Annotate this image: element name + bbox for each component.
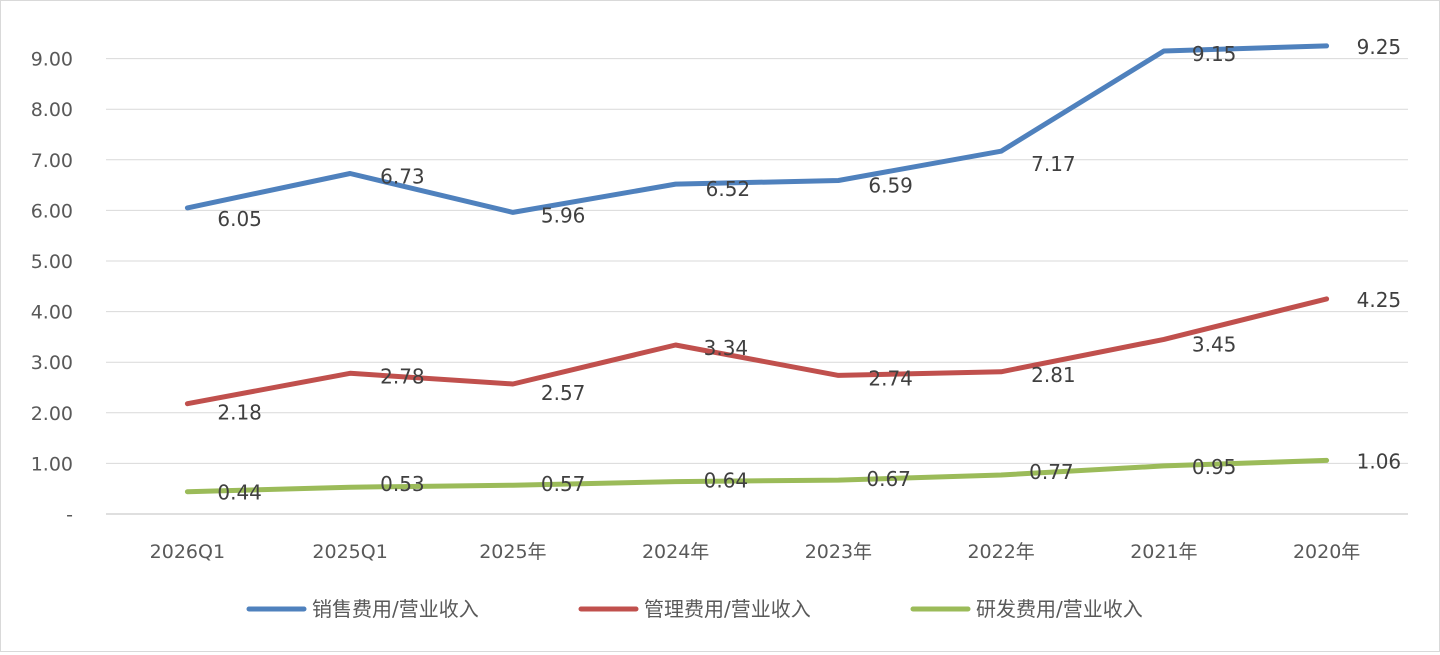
y-tick-label: 9.00 bbox=[31, 49, 73, 71]
data-label: 0.44 bbox=[217, 481, 262, 505]
data-label: 0.57 bbox=[541, 472, 586, 496]
y-axis-ticks: - 1.00 2.00 3.00 4.00 5.00 6.00 7.00 8.00 9.00 bbox=[31, 49, 73, 526]
x-tick-label: 2020年 bbox=[1293, 541, 1360, 563]
y-tick-label: 8.00 bbox=[31, 99, 73, 121]
data-label: 2.18 bbox=[217, 401, 262, 425]
data-label: 6.52 bbox=[706, 177, 751, 201]
series-line-2 bbox=[184, 296, 1330, 407]
legend-label: 研发费用/营业收入 bbox=[976, 597, 1143, 621]
data-label: 7.17 bbox=[1031, 152, 1076, 176]
data-label: 0.95 bbox=[1192, 455, 1237, 479]
y-tick-label: 2.00 bbox=[31, 403, 73, 425]
data-label: 1.06 bbox=[1357, 449, 1402, 473]
y-tick-label: - bbox=[66, 504, 73, 526]
data-label: 2.74 bbox=[868, 366, 913, 390]
data-label: 0.64 bbox=[704, 469, 749, 493]
legend: 销售费用/营业收入 管理费用/营业收入 研发费用/营业收入 bbox=[246, 597, 1143, 621]
x-tick-label: 2026Q1 bbox=[150, 541, 225, 563]
y-tick-label: 1.00 bbox=[31, 453, 73, 475]
data-label: 2.57 bbox=[541, 381, 586, 405]
data-label: 2.81 bbox=[1031, 363, 1076, 387]
data-label: 6.05 bbox=[217, 207, 262, 231]
data-label: 0.77 bbox=[1029, 460, 1074, 484]
y-tick-label: 5.00 bbox=[31, 251, 73, 273]
data-label: 6.59 bbox=[868, 174, 913, 198]
y-tick-label: 7.00 bbox=[31, 150, 73, 172]
x-tick-label: 2025Q1 bbox=[312, 541, 387, 563]
x-tick-label: 2021年 bbox=[1130, 541, 1197, 563]
y-tick-label: 6.00 bbox=[31, 200, 73, 222]
y-tick-label: 3.00 bbox=[31, 352, 73, 374]
data-label: 9.25 bbox=[1357, 35, 1402, 59]
gridlines bbox=[106, 58, 1408, 515]
data-label: 2.78 bbox=[380, 364, 425, 388]
x-tick-label: 2023年 bbox=[805, 541, 872, 563]
series-line-1 bbox=[184, 43, 1330, 215]
x-tick-label: 2025年 bbox=[479, 541, 546, 563]
data-label: 0.67 bbox=[866, 467, 911, 491]
y-tick-label: 4.00 bbox=[31, 302, 73, 324]
data-label: 5.96 bbox=[541, 203, 586, 227]
data-label: 3.34 bbox=[704, 336, 749, 360]
data-label: 4.25 bbox=[1357, 288, 1402, 312]
series-line-3 bbox=[184, 457, 1330, 495]
data-label: 3.45 bbox=[1192, 332, 1237, 356]
series-lines bbox=[184, 43, 1330, 495]
data-label: 9.15 bbox=[1192, 42, 1237, 66]
legend-label: 管理费用/营业收入 bbox=[644, 597, 811, 621]
x-tick-label: 2022年 bbox=[967, 541, 1034, 563]
data-labels: 6.05 6.73 5.96 6.52 6.59 7.17 9.15 9.25 2.18 2.78… bbox=[217, 35, 1401, 505]
data-label: 6.73 bbox=[380, 164, 425, 188]
data-label: 0.53 bbox=[380, 472, 425, 496]
legend-label: 销售费用/营业收入 bbox=[312, 597, 479, 621]
x-tick-label: 2024年 bbox=[642, 541, 709, 563]
x-axis-ticks: 2026Q1 2025Q1 2025年 2024年 2023年 2022年 2021年 202… bbox=[150, 541, 1361, 563]
